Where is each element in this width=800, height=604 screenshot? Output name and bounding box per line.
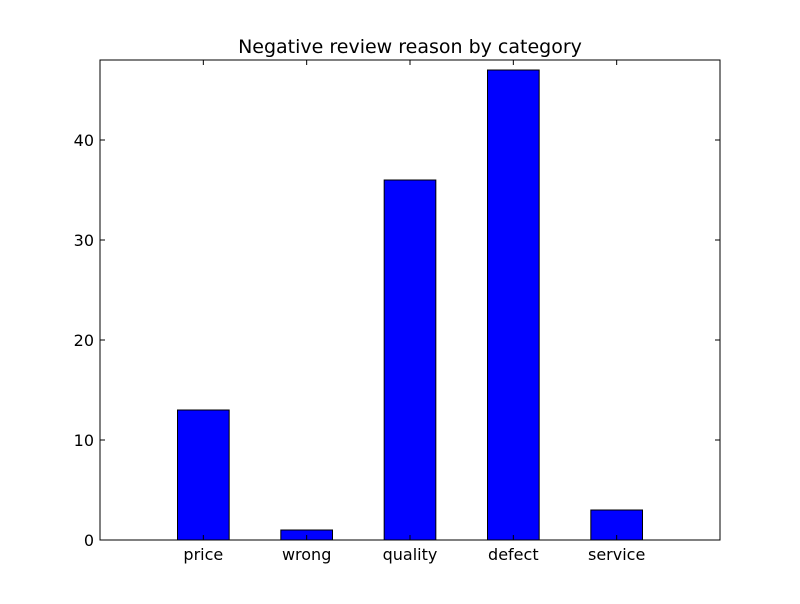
x-tick-label-quality: quality [383,545,438,564]
bar-service [590,509,643,541]
chart-title: Negative review reason by category [238,36,582,58]
bar-price [177,409,230,541]
x-tick-label-wrong: wrong [282,545,331,564]
y-tick-label-0: 0 [84,531,94,550]
bar-defect [487,69,540,541]
x-tick-label-service: service [588,545,645,564]
y-tick-label-40: 40 [74,131,94,150]
y-tick-label-20: 20 [74,331,94,350]
bar-quality [383,179,437,541]
y-tick-label-30: 30 [74,231,94,250]
x-tick-label-defect: defect [488,545,539,564]
y-tick-label-10: 10 [74,431,94,450]
x-tick-label-price: price [183,545,223,564]
plot-area: 0 10 20 30 40 price wrong quality defect service [74,59,721,564]
